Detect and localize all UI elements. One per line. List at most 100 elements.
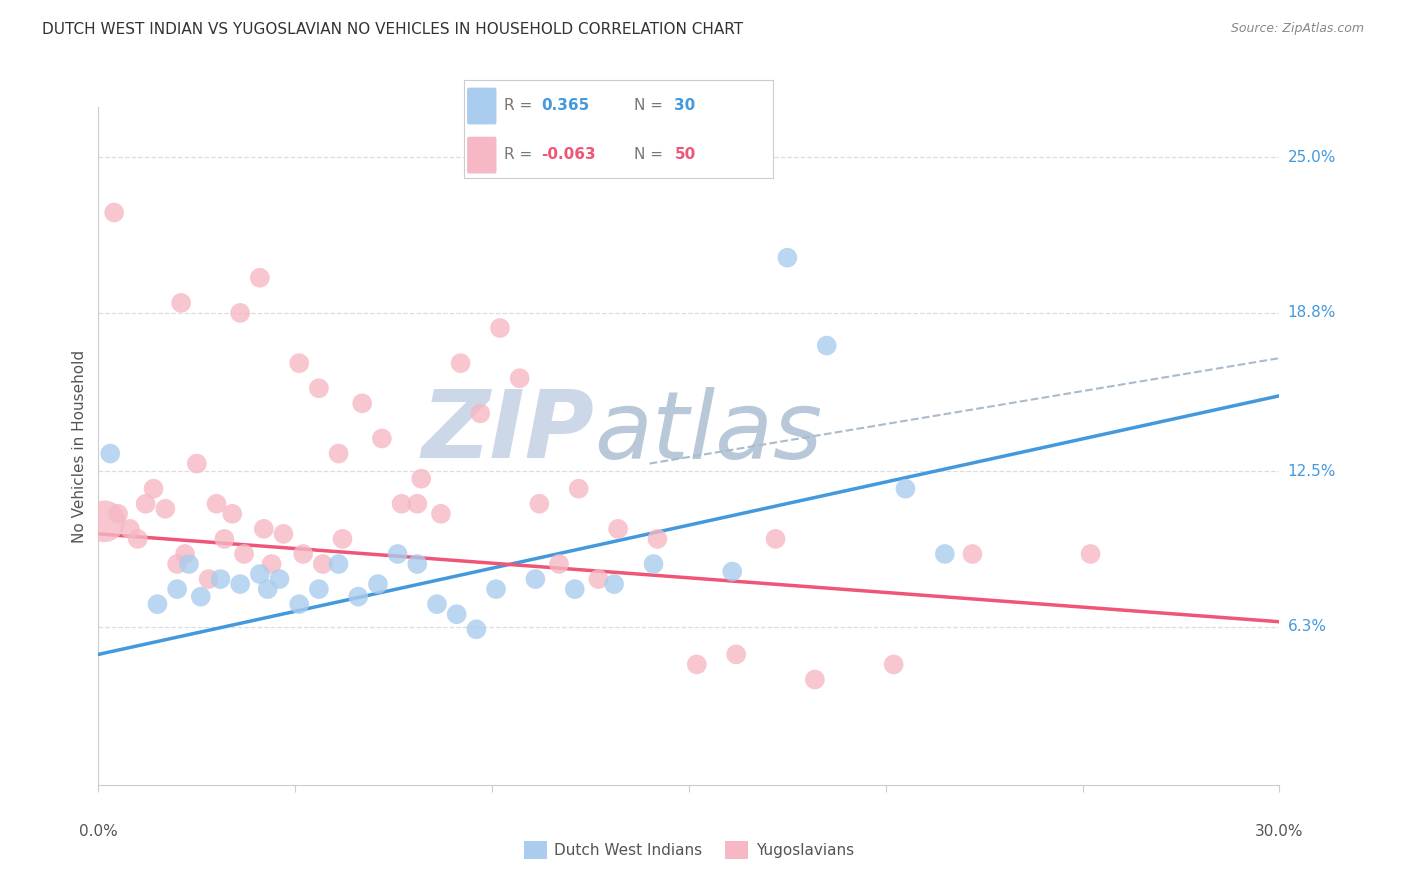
Text: atlas: atlas (595, 387, 823, 478)
Point (804, 673, 827, 687)
Point (142, 482, 165, 496)
Point (883, 657, 905, 672)
Point (308, 582, 330, 596)
Point (229, 306, 252, 320)
Point (308, 381, 330, 395)
Point (446, 607, 468, 622)
FancyBboxPatch shape (467, 87, 496, 124)
Point (155, 501, 177, 516)
Text: N =: N = (634, 147, 664, 162)
Point (205, 497, 228, 511)
Point (603, 577, 626, 591)
Text: 12.5%: 12.5% (1288, 464, 1336, 479)
Point (686, 657, 709, 672)
Point (465, 622, 488, 636)
Point (292, 547, 315, 561)
Point (209, 572, 232, 586)
Point (249, 567, 271, 582)
Point (347, 590, 370, 604)
Point (127, 532, 149, 546)
FancyBboxPatch shape (467, 136, 496, 173)
Point (776, 251, 799, 265)
Point (249, 270, 271, 285)
Point (607, 522, 630, 536)
Point (221, 507, 243, 521)
Point (166, 557, 188, 571)
Point (962, 547, 984, 561)
Legend: Dutch West Indians, Yugoslavians: Dutch West Indians, Yugoslavians (517, 835, 860, 865)
Point (470, 406, 492, 420)
Text: 30: 30 (675, 98, 696, 113)
Text: 50: 50 (675, 147, 696, 162)
Point (721, 565, 744, 579)
Point (588, 572, 610, 586)
Point (489, 321, 512, 335)
Text: 18.8%: 18.8% (1288, 305, 1336, 320)
Point (765, 532, 787, 546)
Point (934, 547, 956, 561)
Point (391, 497, 413, 511)
Point (170, 296, 193, 310)
Point (643, 557, 665, 571)
Point (894, 482, 917, 496)
Point (256, 582, 278, 596)
Point (118, 522, 141, 536)
Point (312, 557, 335, 571)
Point (93, 514, 115, 528)
Point (103, 205, 125, 219)
Point (725, 648, 748, 662)
Point (107, 507, 129, 521)
Point (166, 582, 188, 596)
Point (288, 356, 311, 370)
Y-axis label: No Vehicles in Household: No Vehicles in Household (72, 350, 87, 542)
Point (411, 472, 433, 486)
Point (647, 532, 669, 546)
Point (269, 572, 291, 586)
Point (426, 597, 449, 611)
Point (548, 557, 571, 571)
Point (815, 338, 838, 352)
Point (135, 497, 157, 511)
Text: N =: N = (634, 98, 664, 113)
Point (288, 597, 311, 611)
Point (332, 532, 354, 546)
Text: -0.063: -0.063 (541, 147, 596, 162)
Point (450, 356, 472, 370)
Point (352, 396, 374, 410)
Text: R =: R = (505, 147, 533, 162)
Text: Source: ZipAtlas.com: Source: ZipAtlas.com (1230, 22, 1364, 36)
Point (197, 572, 219, 586)
Point (233, 547, 256, 561)
Point (214, 532, 236, 546)
Point (1080, 547, 1102, 561)
Point (387, 547, 409, 561)
Point (273, 527, 295, 541)
Point (406, 557, 429, 571)
Text: 0.0%: 0.0% (79, 824, 118, 838)
Point (367, 577, 389, 591)
Point (328, 446, 350, 460)
Point (564, 582, 586, 596)
Point (253, 522, 276, 536)
Point (186, 457, 208, 471)
Point (430, 507, 453, 521)
Point (328, 557, 350, 571)
Point (485, 582, 508, 596)
Point (509, 371, 531, 385)
Point (190, 590, 212, 604)
Point (371, 432, 394, 446)
Text: 25.0%: 25.0% (1288, 150, 1336, 165)
Text: 0.365: 0.365 (541, 98, 589, 113)
Point (98, 446, 121, 460)
Point (174, 547, 197, 561)
Text: 6.3%: 6.3% (1288, 619, 1327, 634)
Text: R =: R = (505, 98, 533, 113)
Point (260, 557, 283, 571)
Point (524, 572, 547, 586)
Text: ZIP: ZIP (422, 386, 595, 478)
Point (529, 497, 551, 511)
Point (406, 497, 429, 511)
Point (146, 597, 169, 611)
Point (177, 557, 200, 571)
Point (568, 482, 591, 496)
